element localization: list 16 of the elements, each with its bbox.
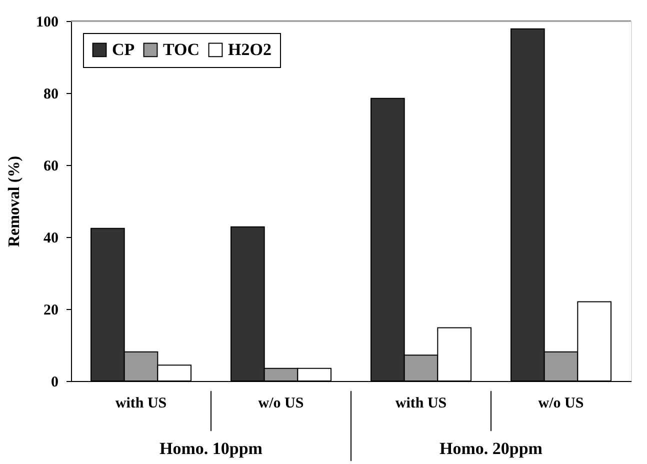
y-tick-label: 100: [36, 14, 58, 30]
legend-label: H2O2: [228, 40, 272, 59]
x-tick-label: with US: [395, 396, 447, 412]
x-tick-label: with US: [115, 396, 167, 412]
legend-label: TOC: [163, 40, 200, 59]
text: Homo. 20ppm: [440, 439, 542, 458]
y-tick-label: 60: [44, 158, 58, 174]
x-tick-label: w/o US: [258, 396, 304, 412]
y-tick-label: 80: [44, 86, 58, 102]
y-tick-label: 0: [51, 374, 58, 390]
x-tick-label: w/o US: [538, 396, 584, 412]
text: Homo. 10ppm: [160, 439, 262, 458]
y-axis-title: Removal (%): [6, 156, 23, 248]
y-tick-label: 20: [44, 302, 58, 318]
legend-label: CP: [112, 40, 135, 59]
y-tick-label: 40: [44, 230, 58, 246]
